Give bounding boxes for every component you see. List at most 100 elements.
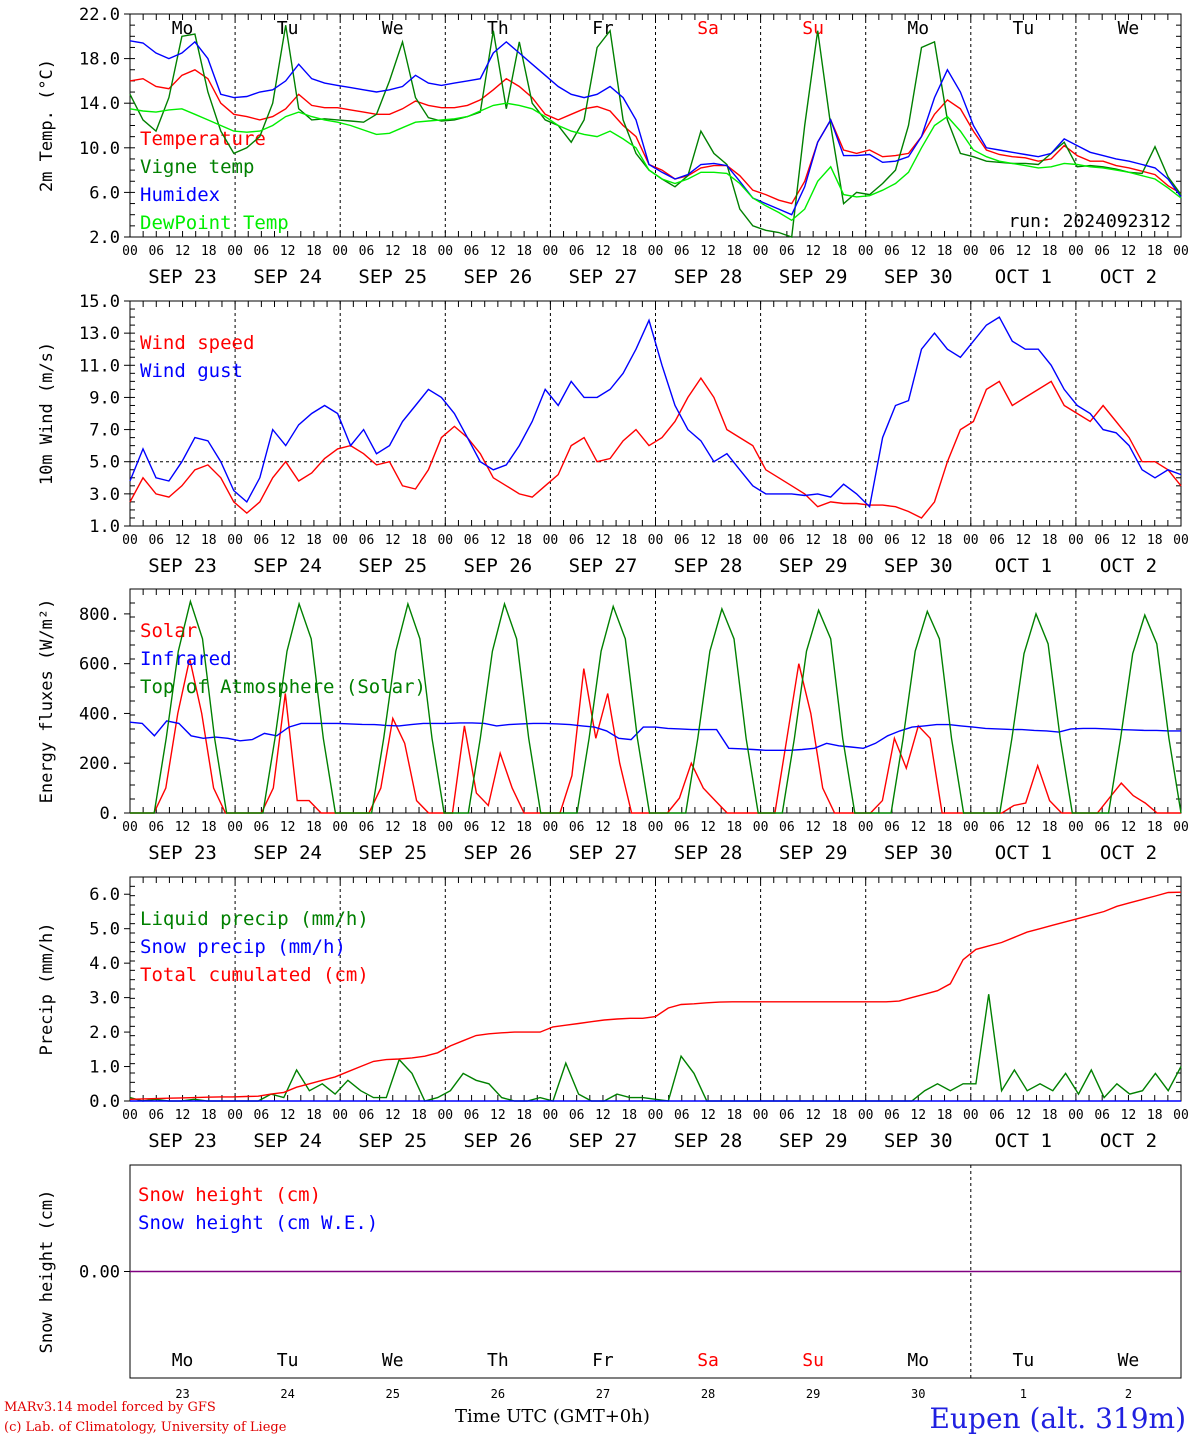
hour-tick-label: 18 [516,820,532,835]
hour-tick-label: 18 [726,244,742,259]
hour-tick-label: 12 [490,820,506,835]
day-number-label: 23 [175,1387,189,1401]
wind-frame [129,300,1182,527]
hour-tick-label: 12 [1121,244,1137,259]
hour-tick-label: 06 [779,1108,795,1123]
day-number-label: 30 [911,1387,925,1401]
date-label: SEP 26 [464,555,533,577]
hour-tick-label: 12 [910,533,926,548]
hour-tick-label: 12 [490,1108,506,1123]
day-number-label: 28 [701,1387,715,1401]
precip-y-tick-label: 3.0 [89,989,120,1009]
hour-tick-label: 00 [1068,1108,1084,1123]
date-label: SEP 28 [674,1130,743,1152]
hour-tick-label: 18 [726,533,742,548]
hour-tick-label: 18 [726,820,742,835]
hour-tick-label: 06 [359,244,375,259]
hour-tick-label: 00 [227,244,243,259]
wind-legend-entry: Wind gust [140,360,243,382]
hour-tick-label: 00 [858,1108,874,1123]
precip-y-tick-label: 5.0 [89,920,120,940]
date-label: SEP 29 [779,266,848,288]
hour-tick-label: 00 [437,1108,453,1123]
hour-tick-label: 06 [779,244,795,259]
precip-y-axis-label: Precip (mm/h) [37,922,57,1055]
day-name-label: Th [487,1350,509,1371]
energy-legend-entry: Infrared [140,648,232,670]
hour-tick-label: 00 [1173,244,1189,259]
hour-tick-label: 00 [227,1108,243,1123]
day-number-label: 26 [491,1387,505,1401]
hour-tick-label: 12 [1121,820,1137,835]
precip-y-tick-label: 1.0 [89,1058,120,1078]
hour-tick-label: 18 [726,1108,742,1123]
hour-tick-label: 06 [1094,1108,1110,1123]
date-label: SEP 24 [253,1130,322,1152]
hour-tick-label: 06 [254,533,270,548]
hour-tick-label: 00 [753,1108,769,1123]
energy-flux-panel: 0. 200. 400. 600. 800. Energy fluxes (W/m²) So… [37,588,1189,864]
wind-y-tick-label: 13.0 [79,324,120,344]
hour-tick-label: 06 [148,1108,164,1123]
hour-tick-label: 06 [359,820,375,835]
hour-tick-label: 00 [1173,820,1189,835]
hour-tick-label: 18 [1147,820,1163,835]
hour-tick-label: 18 [1042,1108,1058,1123]
date-label: OCT 1 [995,266,1052,288]
hour-tick-label: 12 [280,244,296,259]
hour-tick-label: 12 [385,1108,401,1123]
hour-tick-label: 06 [884,1108,900,1123]
date-label: OCT 1 [995,842,1052,864]
temperature-panel: 2.0 6.0 10.0 14.0 18.0 22.0 2m Temp. (°C) Mo Tu W… [37,5,1189,288]
wind-y-tick-label: 3.0 [89,485,120,505]
energy-frame [129,588,1182,814]
date-label: SEP 29 [779,842,848,864]
temp-series-line [129,40,1182,216]
hour-tick-label: 06 [359,1108,375,1123]
hour-tick-label: 06 [779,533,795,548]
precip-y-tick-label: 2.0 [89,1023,120,1043]
hour-tick-label: 12 [1121,533,1137,548]
hour-tick-label: 00 [963,244,979,259]
hour-tick-label: 00 [963,1108,979,1123]
hour-tick-label: 12 [700,533,716,548]
hour-tick-label: 06 [884,820,900,835]
day-name-label: Th [487,18,509,39]
hour-tick-label: 18 [306,820,322,835]
hour-tick-label: 12 [595,533,611,548]
hour-tick-label: 06 [569,244,585,259]
day-name-label: Tu [1013,1350,1035,1371]
hour-tick-label: 18 [832,533,848,548]
temp-y-tick-label: 22.0 [79,5,120,25]
day-name-label: Tu [1013,18,1035,39]
hour-tick-label: 12 [175,533,191,548]
temp-y-tick-label: 18.0 [79,50,120,70]
temp-y-tick-label: 10.0 [79,139,120,159]
day-number-label: 1 [1020,1387,1027,1401]
hour-tick-label: 06 [148,244,164,259]
wind-legend-entry: Wind speed [140,332,254,354]
hour-tick-label: 00 [227,533,243,548]
precip-y-tick-label: 4.0 [89,954,120,974]
energy-y-tick-label: 400. [79,704,120,724]
date-label: SEP 26 [464,842,533,864]
day-name-label: We [382,1350,404,1371]
precip-series-line [129,994,1182,1102]
hour-tick-label: 12 [490,244,506,259]
energy-y-tick-label: 0. [100,804,120,824]
hour-tick-label: 18 [621,820,637,835]
hour-tick-label: 12 [700,1108,716,1123]
temp-y-tick-label: 6.0 [89,183,120,203]
hour-tick-label: 00 [858,820,874,835]
hour-tick-label: 06 [464,820,480,835]
date-label: OCT 2 [1100,555,1157,577]
date-label: SEP 27 [569,266,638,288]
hour-tick-label: 00 [753,820,769,835]
hour-tick-label: 06 [989,533,1005,548]
day-name-label: Mo [172,18,194,39]
hour-tick-label: 18 [201,244,217,259]
hour-tick-label: 18 [411,533,427,548]
station-name: Eupen (alt. 319m) [929,1402,1186,1435]
day-number-label: 25 [386,1387,400,1401]
